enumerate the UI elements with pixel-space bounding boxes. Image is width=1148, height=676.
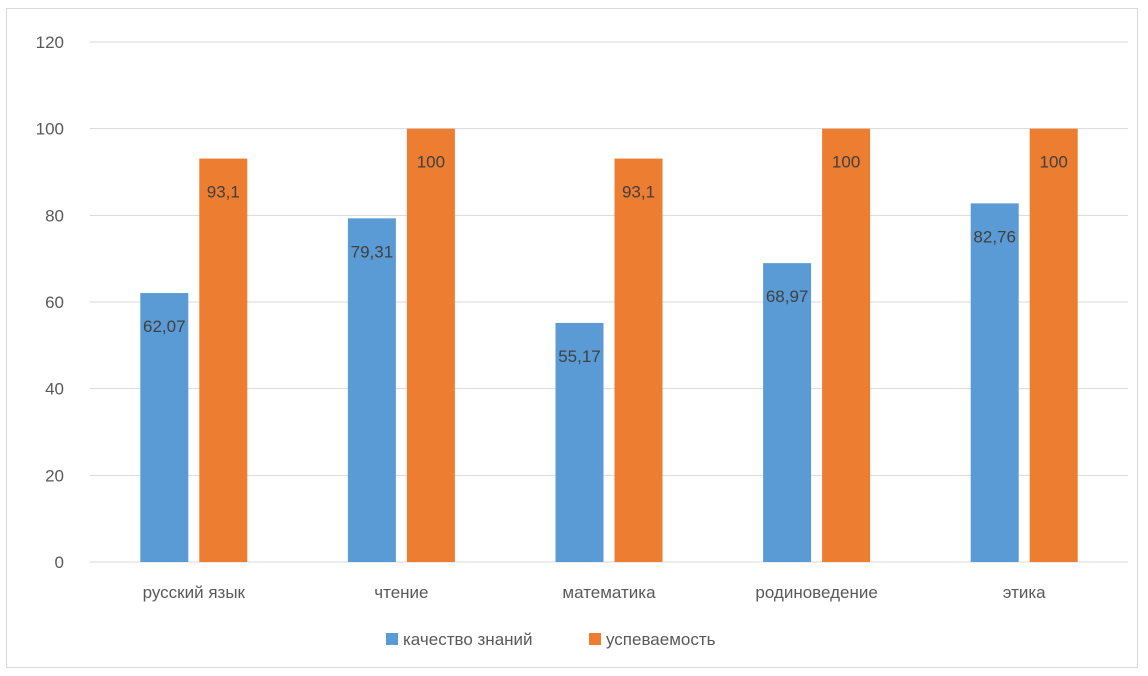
x-axis-category-labels: русский язык чтение математика родиноведени…: [143, 583, 1047, 602]
legend: качество знаний успеваемость: [386, 630, 716, 649]
x-tick-label: математика: [562, 583, 656, 602]
data-labels: 62,07 93,1 79,31 100 55,17 93,1 68,97 100 82,76 1…: [143, 153, 1068, 366]
bar-quality: [970, 203, 1019, 562]
legend-label: качество знаний: [403, 630, 533, 649]
bar-progress: [1029, 128, 1078, 562]
legend-label: успеваемость: [606, 630, 716, 649]
bar-progress: [406, 128, 455, 562]
y-tick-label: 0: [55, 553, 64, 572]
y-tick-label: 120: [36, 33, 64, 52]
x-tick-label: этика: [1003, 583, 1046, 602]
y-tick-label: 60: [45, 293, 64, 312]
bars: [140, 128, 1078, 563]
data-label: 100: [1040, 153, 1068, 172]
bar-quality: [763, 263, 812, 562]
legend-swatch: [589, 633, 601, 645]
y-tick-label: 100: [36, 120, 64, 139]
x-tick-label: родиноведение: [755, 583, 877, 602]
bar-progress: [822, 128, 871, 562]
data-label: 93,1: [622, 183, 655, 202]
y-axis-tick-labels: 0 20 40 60 80 100 120: [36, 33, 64, 572]
bar-quality: [347, 218, 396, 562]
data-label: 79,31: [351, 242, 394, 261]
bar-progress: [614, 158, 663, 563]
legend-swatch: [386, 633, 398, 645]
bar-quality: [140, 293, 189, 562]
data-label: 100: [832, 153, 860, 172]
y-tick-label: 80: [45, 206, 64, 225]
gridlines: [90, 41, 1128, 563]
data-label: 62,07: [143, 317, 186, 336]
data-label: 82,76: [973, 227, 1016, 246]
x-tick-label: русский язык: [143, 583, 246, 602]
data-label: 68,97: [766, 287, 809, 306]
data-label: 93,1: [207, 183, 240, 202]
y-tick-label: 40: [45, 380, 64, 399]
data-label: 100: [417, 153, 445, 172]
x-tick-label: чтение: [374, 583, 428, 602]
y-tick-label: 20: [45, 466, 64, 485]
data-label: 55,17: [558, 347, 601, 366]
bar-progress: [199, 158, 248, 563]
bar-quality: [555, 322, 604, 562]
